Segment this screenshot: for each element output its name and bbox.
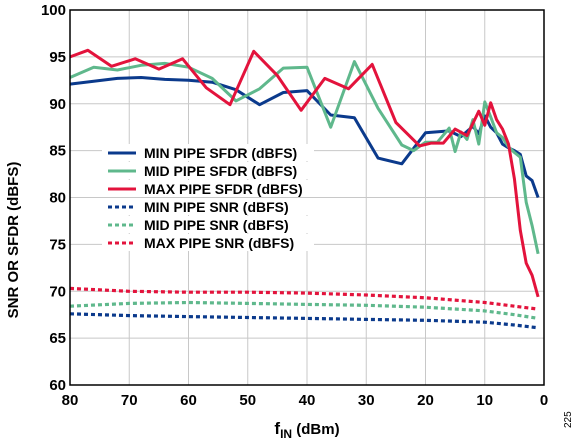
x-axis-label-subscript: IN: [280, 427, 292, 441]
y-tick-label: 90: [49, 96, 66, 113]
series-line-5: [69, 286, 539, 311]
x-tick-label: 40: [299, 392, 316, 409]
x-axis-label-unit: (dBm): [292, 421, 340, 438]
x-tick-label: 20: [417, 392, 434, 409]
series-lines: [69, 48, 540, 330]
y-tick-label: 65: [49, 330, 66, 347]
series-line-3: [69, 312, 539, 330]
series-line-4: [69, 300, 539, 320]
legend-entry-bg: [102, 216, 314, 233]
x-axis-label-symbol: f: [274, 419, 280, 438]
figure-id: 225: [563, 411, 574, 428]
x-axis-label: fIN (dBm): [274, 419, 339, 441]
y-tick-label: 60: [49, 377, 66, 394]
y-axis-label: SNR OR SFDR (dBFS): [5, 162, 22, 319]
legend-entry-bg: [102, 234, 314, 251]
legend-entry-bg: [102, 162, 314, 179]
x-tick-label: 30: [358, 392, 375, 409]
legend-label-5: MAX PIPE SNR (dBFS): [144, 235, 294, 251]
legend-label-2: MAX PIPE SFDR (dBFS): [144, 181, 303, 197]
legend-label-3: MIN PIPE SNR (dBFS): [144, 199, 289, 215]
y-tick-label: 75: [49, 236, 66, 253]
legend-entry-bg: [102, 180, 314, 197]
x-tick-label: 50: [239, 392, 256, 409]
legend: MIN PIPE SFDR (dBFS) MID PIPE SFDR (dBFS)…: [102, 144, 314, 251]
legend-label-0: MIN PIPE SFDR (dBFS): [144, 145, 297, 161]
x-tick-label: 10: [476, 392, 493, 409]
series-line-2: [69, 48, 540, 298]
plot-frame: [69, 9, 545, 386]
legend-entry-bg: [102, 144, 314, 161]
x-tick-label: 0: [540, 392, 548, 409]
legend-label-4: MID PIPE SNR (dBFS): [144, 217, 289, 233]
x-tick-label: 70: [121, 392, 138, 409]
x-tick-label: 60: [180, 392, 197, 409]
legend-entry-bg: [102, 198, 314, 215]
x-tick-label: 80: [62, 392, 79, 409]
y-tick-labels: 60 65 70 75 80 85 90 95 100: [41, 2, 66, 394]
y-tick-label: 95: [49, 49, 66, 66]
y-tick-label: 100: [41, 2, 66, 19]
x-tick-labels: 80 70 60 50 40 30 20 10 0: [62, 392, 549, 409]
y-tick-label: 80: [49, 190, 66, 207]
legend-label-1: MID PIPE SFDR (dBFS): [144, 163, 297, 179]
y-tick-label: 85: [49, 143, 66, 160]
y-tick-label: 70: [49, 283, 66, 300]
